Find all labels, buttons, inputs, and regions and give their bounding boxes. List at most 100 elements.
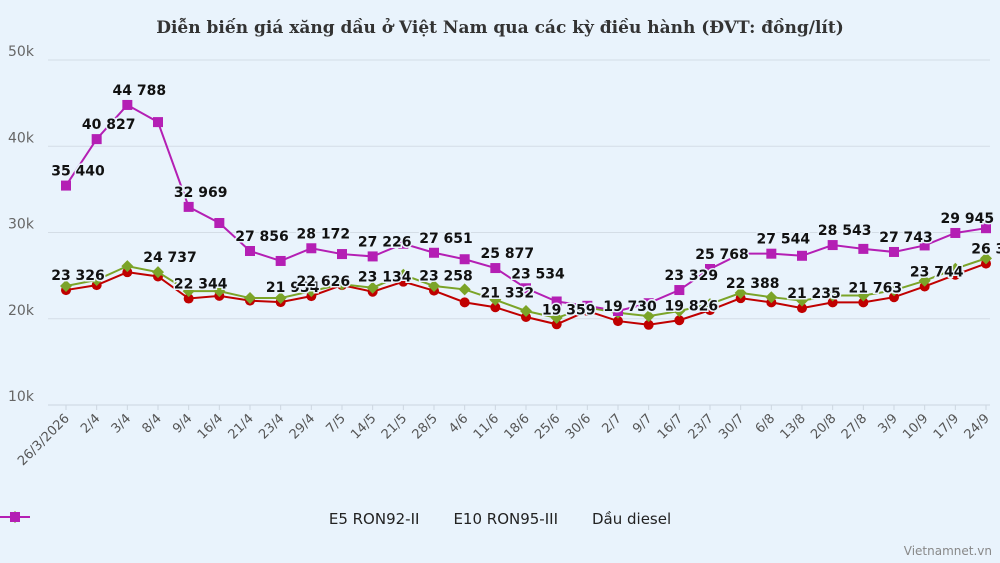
data-point — [213, 285, 226, 298]
data-label: 23 744 — [910, 264, 964, 280]
x-tick-label: 10/9 — [900, 411, 931, 442]
data-point — [673, 304, 686, 317]
data-point — [337, 249, 347, 260]
x-tick-label: 16/4 — [195, 411, 226, 442]
data-label: 29 945 — [941, 211, 995, 227]
x-tick-label: 26/3/2026 — [15, 411, 73, 469]
data-label: 19 730 — [603, 299, 657, 315]
data-point — [888, 284, 900, 297]
data-point — [306, 243, 317, 254]
data-label: 27 544 — [757, 232, 811, 248]
data-point — [613, 305, 623, 316]
data-label: 27 226 — [358, 234, 412, 250]
x-tick-label: 28/5 — [410, 411, 441, 442]
x-tick-label: 20/8 — [808, 411, 839, 442]
data-point — [643, 319, 654, 330]
data-point — [521, 283, 531, 294]
data-point — [214, 218, 225, 229]
data-label: 32 969 — [174, 185, 228, 201]
x-tick-label: 13/8 — [778, 411, 809, 442]
data-point — [889, 292, 899, 303]
legend-label-diesel: Dầu diesel — [592, 510, 672, 528]
x-tick-label: 18/6 — [502, 411, 533, 442]
x-tick-label: 9/4 — [170, 411, 195, 436]
x-tick-label: 11/6 — [471, 411, 502, 442]
data-point — [336, 278, 348, 291]
data-point — [551, 296, 562, 307]
data-point — [765, 291, 778, 304]
data-point — [122, 99, 133, 110]
data-point — [459, 254, 470, 265]
data-label: 26 397 — [971, 242, 1000, 258]
legend-item-diesel[interactable]: Dầu diesel — [0, 510, 672, 528]
data-point — [981, 223, 991, 234]
data-label: 22 626 — [297, 274, 351, 290]
data-point — [674, 285, 685, 296]
data-point — [490, 263, 501, 274]
x-tick-label: 8/4 — [139, 411, 164, 436]
data-point — [734, 286, 747, 299]
data-point — [153, 117, 163, 128]
data-point — [459, 297, 470, 308]
data-label: 40 827 — [82, 117, 136, 133]
data-point — [889, 246, 899, 257]
x-tick-label: 4/6 — [446, 411, 471, 436]
data-point — [490, 302, 501, 313]
x-tick-label: 21/4 — [226, 411, 257, 442]
x-tick-label: 3/4 — [109, 411, 134, 436]
data-point — [183, 293, 194, 304]
data-label: 21 332 — [481, 285, 535, 301]
data-point — [60, 279, 72, 292]
data-point — [704, 298, 716, 311]
data-point — [521, 312, 531, 323]
data-point — [274, 292, 287, 305]
legend-item-e5[interactable]: E5 RON92-II — [0, 510, 420, 528]
data-point — [826, 289, 839, 302]
data-label: 28 172 — [297, 226, 351, 242]
x-tick-label: 7/5 — [323, 411, 348, 436]
data-label: 21 235 — [787, 286, 841, 302]
legend-item-e10[interactable]: E10 RON95-III — [0, 510, 558, 528]
x-tick-label: 6/8 — [753, 411, 778, 436]
data-label: 25 768 — [695, 247, 749, 263]
data-point — [796, 294, 808, 307]
data-point — [367, 251, 378, 262]
x-tick-label: 23/7 — [686, 411, 717, 442]
x-tick-label: 24/9 — [962, 411, 993, 442]
x-tick-label: 29/4 — [287, 411, 318, 442]
data-label: 23 326 — [51, 268, 105, 284]
data-label: 25 877 — [481, 246, 535, 262]
data-point — [122, 267, 133, 278]
x-tick-label: 21/5 — [379, 411, 410, 442]
x-tick-label: 30/6 — [563, 411, 594, 442]
legend-label-e5: E5 RON92-II — [328, 510, 420, 528]
data-label: 27 743 — [879, 230, 933, 246]
data-label: 22 344 — [174, 277, 228, 293]
data-label: 23 258 — [419, 269, 473, 285]
data-label: 22 388 — [726, 276, 780, 292]
data-point — [858, 243, 869, 254]
legend-label-e10: E10 RON95-III — [453, 510, 558, 528]
data-point — [550, 311, 563, 324]
data-point — [245, 245, 255, 256]
data-label: 21 763 — [849, 280, 903, 296]
legend: E5 RON92-II E10 RON95-III Dầu diesel — [0, 510, 1000, 528]
x-tick-label: 16/7 — [655, 411, 686, 442]
data-point — [61, 180, 71, 191]
data-point — [857, 289, 870, 302]
data-point — [91, 134, 102, 145]
data-point — [182, 285, 195, 298]
data-label: 27 651 — [419, 231, 473, 247]
y-tick-label: 10k — [8, 389, 35, 405]
data-label: 44 788 — [113, 83, 167, 99]
data-point — [949, 262, 962, 275]
data-point — [613, 316, 623, 327]
data-point — [428, 279, 440, 292]
y-tick-label: 30k — [8, 217, 35, 233]
data-point — [183, 201, 194, 212]
x-tick-label: 27/8 — [839, 411, 870, 442]
source-credit: Vietnamnet.vn — [903, 544, 992, 558]
data-label: 27 856 — [235, 229, 289, 245]
data-point — [582, 300, 593, 311]
data-point — [735, 248, 746, 259]
